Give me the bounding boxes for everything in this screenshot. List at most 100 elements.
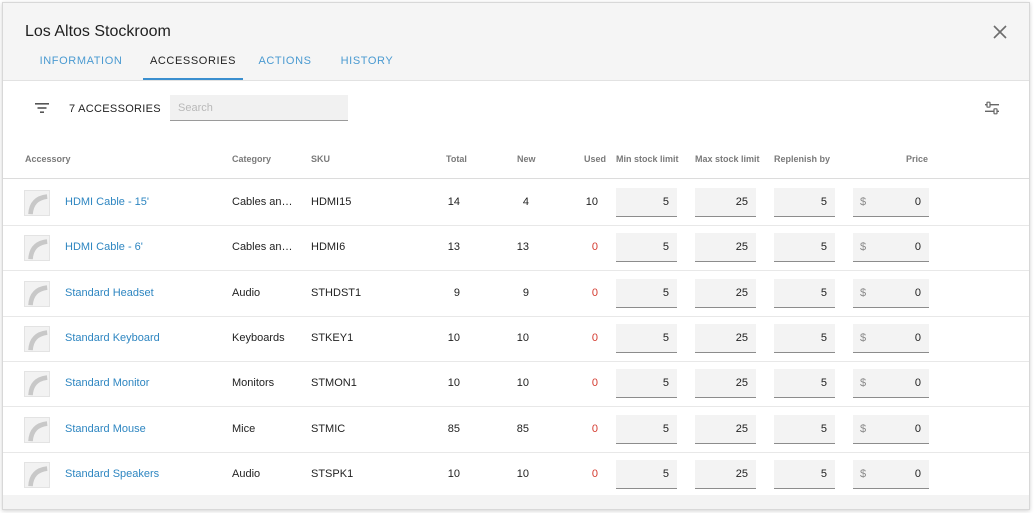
table-row: Standard Keyboard Keyboards STKEY1 10 10… <box>3 317 1029 362</box>
sku-cell: STHDST1 <box>311 286 362 299</box>
accessory-name-link[interactable]: HDMI Cable - 6' <box>65 241 143 254</box>
max-stock-input[interactable]: 25 <box>695 188 756 217</box>
replenish-input[interactable]: 5 <box>774 233 835 263</box>
max-stock-input[interactable]: 25 <box>695 323 756 353</box>
replenish-value: 5 <box>820 286 827 299</box>
price-input[interactable]: $ 0 <box>853 323 929 353</box>
accessories-panel: 7 ACCESSORIES Accessory Category SKU Tot… <box>3 81 1029 501</box>
price-input[interactable]: $ 0 <box>853 459 929 489</box>
price-value: 0 <box>914 422 921 435</box>
accessory-name-link[interactable]: Standard Speakers <box>65 467 160 480</box>
total-cell: 10 <box>447 467 460 480</box>
category-cell: Monitors <box>232 377 275 390</box>
price-input[interactable]: $ 0 <box>853 369 929 399</box>
used-cell: 10 <box>585 196 598 208</box>
tab-actions[interactable]: ACTIONS <box>258 55 312 67</box>
min-stock-value: 5 <box>662 422 669 435</box>
price-input[interactable]: $ 0 <box>853 188 929 217</box>
used-cell: 0 <box>591 377 598 390</box>
min-stock-input[interactable]: 5 <box>616 278 677 308</box>
max-stock-value: 25 <box>735 241 748 254</box>
table-row: HDMI Cable - 6' Cables and Adapters HDMI… <box>3 226 1029 272</box>
close-icon[interactable] <box>991 23 1009 41</box>
price-input[interactable]: $ 0 <box>853 278 929 308</box>
max-stock-input[interactable]: 25 <box>695 414 756 444</box>
replenish-input[interactable]: 5 <box>774 459 835 489</box>
replenish-value: 5 <box>820 377 827 390</box>
col-min-stock: Min stock limit <box>616 154 679 164</box>
accessory-thumbnail-icon <box>24 325 50 352</box>
new-cell: 4 <box>522 196 529 208</box>
max-stock-input[interactable]: 25 <box>695 369 756 399</box>
min-stock-input[interactable]: 5 <box>616 233 677 263</box>
sku-cell: HDMI6 <box>311 241 346 254</box>
sku-cell: HDMI15 <box>311 196 352 208</box>
min-stock-input[interactable]: 5 <box>616 188 677 217</box>
table-row: Standard Headset Audio STHDST1 9 9 0 5 2… <box>3 272 1029 317</box>
min-stock-input[interactable]: 5 <box>616 369 677 399</box>
accessory-thumbnail-icon <box>24 461 50 488</box>
total-cell: 13 <box>447 241 460 254</box>
currency-symbol: $ <box>860 241 867 254</box>
tune-icon[interactable] <box>984 101 1000 115</box>
table-toolbar: 7 ACCESSORIES <box>3 81 1029 131</box>
price-value: 0 <box>914 241 921 254</box>
category-cell: Audio <box>232 286 261 299</box>
accessory-name-link[interactable]: Standard Headset <box>65 286 154 299</box>
accessory-name-link[interactable]: HDMI Cable - 15' <box>65 196 150 208</box>
replenish-value: 5 <box>820 422 827 435</box>
category-cell: Audio <box>232 467 261 480</box>
replenish-value: 5 <box>820 331 827 344</box>
col-max-stock: Max stock limit <box>695 154 760 164</box>
col-new: New <box>517 154 536 164</box>
accessory-name-link[interactable]: Standard Keyboard <box>65 331 160 344</box>
category-cell: Cables and Adapters <box>232 241 294 254</box>
new-cell: 9 <box>522 286 529 299</box>
replenish-input[interactable]: 5 <box>774 323 835 353</box>
dialog-header: Los Altos Stockroom INFORMATION ACCESSOR… <box>3 3 1029 80</box>
replenish-input[interactable]: 5 <box>774 278 835 308</box>
table-row: Standard Monitor Monitors STMON1 10 10 0… <box>3 362 1029 408</box>
price-value: 0 <box>914 331 921 344</box>
min-stock-input[interactable]: 5 <box>616 414 677 444</box>
max-stock-value: 25 <box>735 422 748 435</box>
replenish-input[interactable]: 5 <box>774 414 835 444</box>
price-input[interactable]: $ 0 <box>853 233 929 263</box>
price-input[interactable]: $ 0 <box>853 414 929 444</box>
used-cell: 0 <box>591 422 598 435</box>
max-stock-input[interactable]: 25 <box>695 278 756 308</box>
total-cell: 9 <box>453 286 460 299</box>
sku-cell: STKEY1 <box>311 331 354 344</box>
accessory-name-link[interactable]: Standard Monitor <box>65 377 150 390</box>
min-stock-input[interactable]: 5 <box>616 459 677 489</box>
min-stock-value: 5 <box>662 331 669 344</box>
price-value: 0 <box>914 286 921 299</box>
min-stock-input[interactable]: 5 <box>616 323 677 353</box>
tab-accessories[interactable]: ACCESSORIES <box>143 53 243 80</box>
max-stock-value: 25 <box>735 467 748 480</box>
currency-symbol: $ <box>860 377 867 390</box>
header-line <box>3 178 1029 179</box>
total-cell: 10 <box>447 377 460 390</box>
min-stock-value: 5 <box>662 377 669 390</box>
category-cell: Mice <box>232 422 256 435</box>
max-stock-input[interactable]: 25 <box>695 233 756 263</box>
search-input[interactable] <box>170 95 348 121</box>
tab-information[interactable]: INFORMATION <box>39 55 123 67</box>
header-divider <box>3 80 1029 81</box>
accessory-count: 7 ACCESSORIES <box>69 103 161 115</box>
category-cell: Cables and Adapters <box>232 196 294 208</box>
col-sku: SKU <box>311 154 331 164</box>
filter-icon[interactable] <box>34 101 50 115</box>
replenish-input[interactable]: 5 <box>774 188 835 217</box>
tab-history[interactable]: HISTORY <box>340 55 394 67</box>
total-cell: 85 <box>447 422 460 435</box>
min-stock-value: 5 <box>662 467 669 480</box>
accessory-name-link[interactable]: Standard Mouse <box>65 422 146 435</box>
accessory-thumbnail-icon <box>24 416 50 443</box>
table-row: Standard Speakers Audio STSPK1 10 10 0 5… <box>3 453 1029 498</box>
col-replenish: Replenish by <box>774 154 831 164</box>
max-stock-input[interactable]: 25 <box>695 459 756 489</box>
replenish-input[interactable]: 5 <box>774 369 835 399</box>
